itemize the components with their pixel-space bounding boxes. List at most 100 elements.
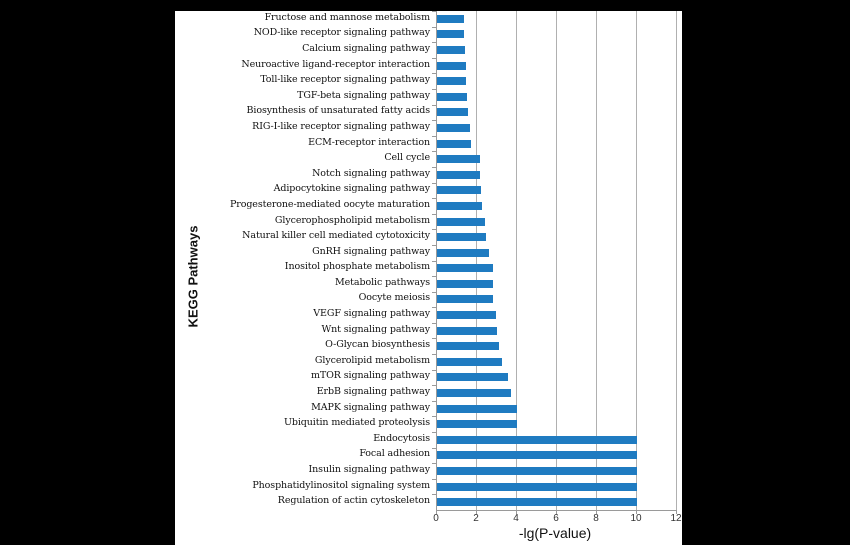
bar: [437, 155, 480, 164]
y-tick-mark: [432, 104, 436, 106]
category-label: RIG-I-like receptor signaling pathway: [252, 120, 430, 132]
bar: [437, 201, 482, 210]
category-label: ErbB signaling pathway: [316, 386, 430, 398]
category-label: Inositol phosphate metabolism: [284, 261, 430, 273]
bar: [437, 248, 489, 257]
category-label: Focal adhesion: [359, 448, 430, 460]
y-tick-mark: [432, 42, 436, 44]
y-tick-mark: [432, 322, 436, 324]
y-tick-mark: [432, 135, 436, 137]
bar: [437, 108, 468, 117]
x-tick-mark: [476, 510, 477, 514]
category-label: Phosphatidylinositol signaling system: [252, 479, 430, 491]
bar: [437, 123, 470, 132]
category-label: TGF-beta signaling pathway: [297, 89, 430, 101]
bar: [437, 279, 493, 288]
x-tick-mark: [556, 510, 557, 514]
bar: [437, 451, 637, 460]
gridline: [676, 11, 677, 511]
x-tick-mark: [436, 510, 437, 514]
gridline: [516, 11, 517, 511]
bar: [437, 139, 471, 148]
category-label: Glycerolipid metabolism: [314, 354, 430, 366]
x-tick-mark: [516, 510, 517, 514]
category-label: Natural killer cell mediated cytotoxicit…: [242, 230, 430, 242]
bar: [437, 435, 637, 444]
y-tick-mark: [432, 213, 436, 215]
category-label: Regulation of actin cytoskeleton: [277, 495, 430, 507]
bar: [437, 30, 464, 39]
y-tick-mark: [432, 432, 436, 434]
x-tick-label: 6: [553, 513, 559, 524]
y-tick-mark: [432, 198, 436, 200]
category-label: Metabolic pathways: [335, 276, 430, 288]
chart-panel: KEGG Pathways Fructose and mannose metab…: [175, 11, 682, 545]
y-tick-mark: [432, 463, 436, 465]
x-tick-label: 0: [433, 513, 439, 524]
gridline: [556, 11, 557, 511]
category-label: MAPK signaling pathway: [311, 401, 430, 413]
y-tick-mark: [432, 291, 436, 293]
gridline: [476, 11, 477, 511]
y-tick-mark: [432, 416, 436, 418]
y-tick-mark: [432, 244, 436, 246]
y-tick-mark: [432, 369, 436, 371]
y-tick-mark: [432, 385, 436, 387]
y-axis-line: [436, 11, 437, 511]
bar: [437, 373, 508, 382]
category-label: Wnt signaling pathway: [321, 323, 430, 335]
category-label: O-Glycan biosynthesis: [325, 339, 430, 351]
category-label: Toll-like receptor signaling pathway: [260, 74, 430, 86]
x-tick-label: 4: [513, 513, 519, 524]
y-tick-mark: [432, 400, 436, 402]
bar: [437, 217, 485, 226]
category-label: mTOR signaling pathway: [310, 370, 430, 382]
y-tick-mark: [432, 166, 436, 168]
y-tick-mark: [432, 307, 436, 309]
y-tick-mark: [432, 494, 436, 496]
x-axis-label: -lg(P-value): [518, 525, 592, 541]
y-tick-mark: [432, 276, 436, 278]
bar: [437, 233, 486, 242]
y-tick-mark: [432, 26, 436, 28]
y-tick-mark: [432, 354, 436, 356]
category-label: Ubiquitin mediated proteolysis: [283, 417, 430, 429]
bar: [437, 295, 493, 304]
bar: [437, 186, 481, 195]
category-label: Biosynthesis of unsaturated fatty acids: [246, 105, 431, 117]
category-label: NOD-like receptor signaling pathway: [253, 27, 430, 39]
y-tick-mark: [432, 229, 436, 231]
y-tick-mark: [432, 88, 436, 90]
y-tick-mark: [432, 182, 436, 184]
y-tick-mark: [432, 11, 436, 12]
bar: [437, 404, 517, 413]
bar: [437, 357, 502, 366]
bar: [437, 77, 466, 86]
gridline: [636, 11, 637, 511]
bar: [437, 498, 637, 507]
bar: [437, 45, 465, 54]
bar: [437, 420, 517, 429]
category-label: Glycerophospholipid metabolism: [274, 214, 430, 226]
category-label: Calcium signaling pathway: [302, 42, 430, 54]
x-tick-label: 12: [670, 513, 682, 524]
y-tick-mark: [432, 151, 436, 153]
bar: [437, 342, 499, 351]
category-label: Insulin signaling pathway: [308, 464, 431, 476]
x-tick-label: 2: [473, 513, 479, 524]
y-tick-mark: [432, 478, 436, 480]
x-tick-label: 8: [593, 513, 599, 524]
category-label: Fructose and mannose metabolism: [264, 11, 431, 23]
y-tick-mark: [432, 447, 436, 449]
bar: [437, 264, 493, 273]
y-tick-mark: [432, 338, 436, 340]
bar: [437, 467, 637, 476]
y-tick-mark: [432, 57, 436, 59]
y-tick-mark: [432, 260, 436, 262]
bar: [437, 14, 464, 23]
bar: [437, 482, 637, 491]
category-label: ECM-receptor interaction: [308, 136, 430, 148]
x-tick-label: 10: [630, 513, 642, 524]
gridline: [596, 11, 597, 511]
bar: [437, 389, 511, 398]
